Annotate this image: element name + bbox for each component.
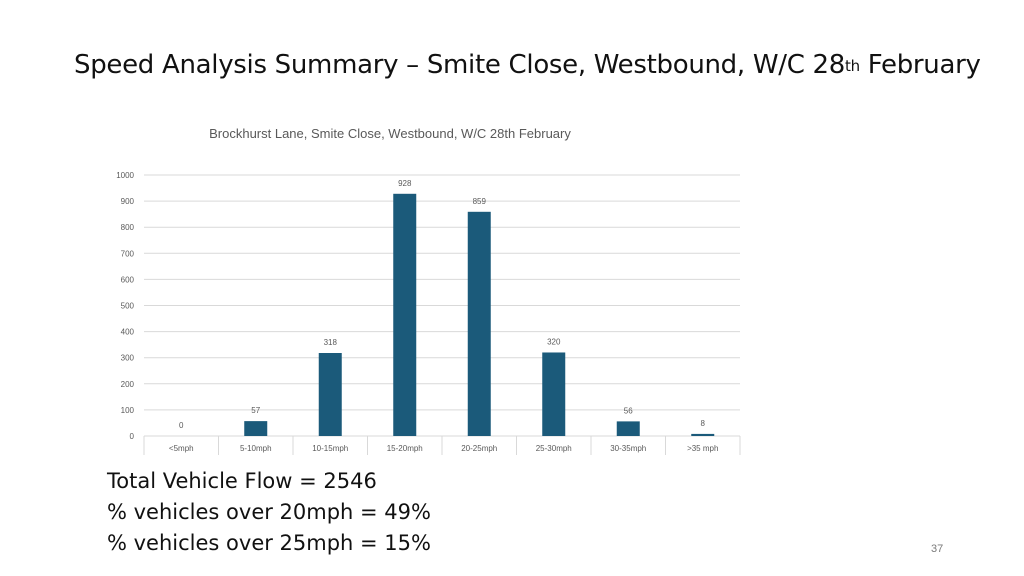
y-tick-label: 700	[121, 249, 135, 258]
y-axis-ticks: 0 100 200 300 400 500 600 700 800 900 1000	[116, 171, 134, 441]
y-tick-label: 800	[121, 223, 135, 232]
x-tick-label: 10-15mph	[312, 444, 348, 453]
data-label: 0	[179, 421, 184, 430]
data-label: 928	[398, 179, 412, 188]
data-label: 56	[624, 406, 633, 415]
bar-4	[467, 211, 491, 436]
x-tick-label: 20-25mph	[461, 444, 497, 453]
bar-3	[393, 193, 417, 436]
x-tick-label: >35 mph	[687, 444, 718, 453]
data-label: 859	[473, 197, 487, 206]
y-tick-label: 400	[121, 328, 135, 337]
gridlines	[144, 174, 740, 437]
x-tick-label: 15-20mph	[387, 444, 423, 453]
x-tick-label: <5mph	[169, 444, 194, 453]
page-number: 37	[931, 543, 944, 555]
slide-title-main: Speed Analysis Summary – Smite Close, We…	[74, 50, 845, 80]
data-label: 318	[324, 338, 338, 347]
x-tick-label: 5-10mph	[240, 444, 272, 453]
slide-title: Speed Analysis Summary – Smite Close, We…	[74, 50, 981, 80]
data-label: 8	[701, 419, 706, 428]
slide-title-end: February	[859, 50, 981, 80]
percent-over-20mph: % vehicles over 20mph = 49%	[107, 500, 431, 524]
bars	[244, 193, 715, 436]
summary-block: Total Vehicle Flow = 2546 % vehicles ove…	[107, 466, 431, 559]
y-tick-label: 0	[130, 432, 135, 441]
bar-1	[244, 421, 268, 436]
y-tick-label: 500	[121, 302, 135, 311]
y-tick-label: 900	[121, 197, 135, 206]
y-tick-label: 1000	[116, 171, 134, 180]
y-tick-label: 200	[121, 380, 135, 389]
slide-title-superscript: th	[845, 57, 860, 75]
bar-5	[542, 352, 566, 436]
percent-over-25mph: % vehicles over 25mph = 15%	[107, 531, 431, 555]
x-tick-label: 30-35mph	[610, 444, 646, 453]
chart-title: Brockhurst Lane, Smite Close, Westbound,…	[209, 126, 571, 141]
x-tick-label: 25-30mph	[536, 444, 572, 453]
total-vehicle-flow: Total Vehicle Flow = 2546	[107, 469, 377, 493]
data-labels: 0 57 318 928 859 320 56 8	[179, 179, 706, 430]
y-tick-label: 100	[121, 406, 135, 415]
bar-6	[616, 421, 640, 436]
y-tick-label: 300	[121, 354, 135, 363]
bar-2	[318, 353, 342, 436]
data-label: 320	[547, 337, 561, 346]
data-label: 57	[251, 406, 260, 415]
y-tick-label: 600	[121, 275, 135, 284]
bar-7	[691, 433, 715, 436]
x-axis-ticks: <5mph 5-10mph 10-15mph 15-20mph 20-25mph 25-3…	[143, 436, 741, 455]
